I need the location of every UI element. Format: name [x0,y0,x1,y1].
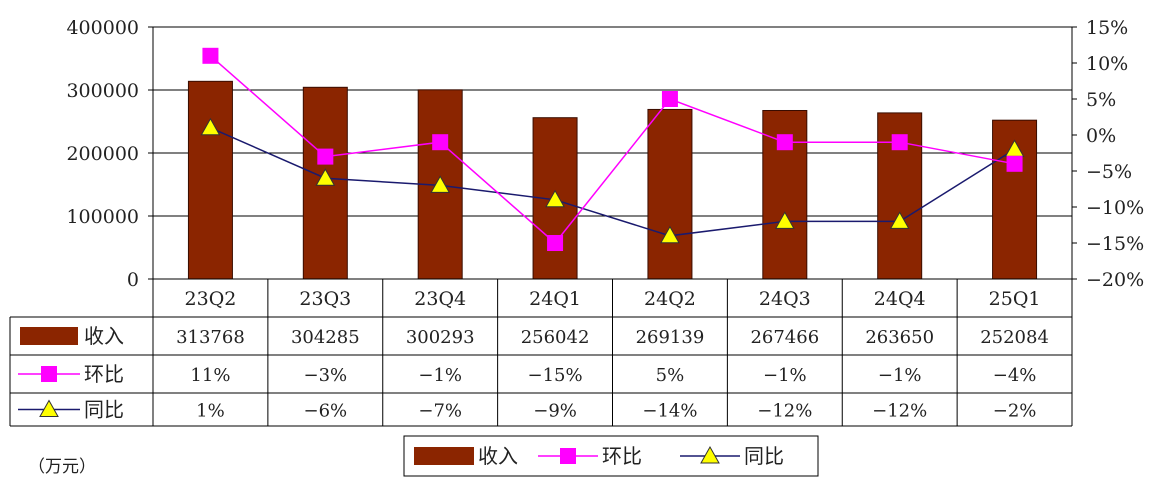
table-cell: 5% [656,365,685,386]
table-cell: 313768 [176,327,245,348]
right-tick-label: 15% [1086,17,1128,39]
table-cell: 267466 [750,327,819,348]
table-cell: 300293 [406,327,475,348]
table-cell: −14% [642,401,697,422]
right-tick-label: −15% [1086,233,1144,255]
data-table: 23Q2 23Q3 23Q4 24Q1 24Q2 24Q3 24Q4 25Q1 收入 313768… [9,278,1072,427]
legend-label: 环比 [602,444,642,468]
left-tick-label: 300000 [66,80,139,102]
row-label: 收入 [84,324,124,348]
table-cell: −2% [993,401,1037,422]
category-label: 24Q4 [874,288,926,310]
point-triangle [430,175,451,193]
line-series [200,47,1025,251]
point-triangle [889,211,910,229]
table-cell: −3% [303,365,347,386]
point-square [202,47,219,64]
table-cell: −6% [303,401,347,422]
point-square [432,134,449,151]
legend-label: 收入 [478,444,518,468]
row-key-bar [20,327,78,345]
axes: 0 100000 200000 300000 400000 −20% −15% −10% −5%… [66,17,1144,426]
category-label: 24Q2 [644,288,696,310]
table-cell: 269139 [636,327,705,348]
legend: 收入 环比 同比 [403,435,819,477]
row-label: 同比 [84,398,124,422]
left-tick-label: 200000 [66,143,139,165]
table-cell: −4% [993,365,1037,386]
table-cell: −15% [528,365,583,386]
right-tick-label: 10% [1086,53,1128,75]
bar [187,80,233,280]
unit-label: （万元） [28,457,96,477]
point-triangle [545,189,565,208]
category-label: 23Q4 [414,288,466,310]
table-cell: −1% [878,365,922,386]
legend-key-square [560,448,576,464]
point-triangle [200,117,221,136]
category-label: 25Q1 [989,288,1041,310]
bar-series [187,80,1038,280]
legend-key-triangle [700,445,720,464]
right-tick-label: −20% [1086,269,1144,291]
series-line [210,127,1015,237]
grid-lines [153,26,1072,217]
table-cell: 252084 [980,327,1049,348]
point-square [1006,155,1023,172]
point-triangle [660,225,680,244]
row-label: 环比 [84,362,124,386]
legend-key-bar [414,447,474,465]
left-tick-label: 0 [127,269,139,291]
row-key-triangle [39,399,59,417]
right-tick-label: 5% [1086,89,1116,111]
point-square [776,134,793,151]
table-cell: 263650 [865,327,934,348]
point-square [547,235,564,251]
table-cell: −12% [757,401,812,422]
series-line [209,55,1015,245]
legend-label: 同比 [744,444,784,468]
category-label: 24Q1 [529,288,581,310]
right-tick-label: 0% [1086,125,1116,147]
point-triangle [315,168,336,186]
point-square [661,91,678,107]
category-label: 23Q3 [299,288,351,310]
table-cell: 304285 [291,327,360,348]
left-tick-label: 400000 [66,17,139,39]
table-cell: −1% [418,365,462,386]
table-cell: 256042 [521,327,590,348]
table-cell: 1% [196,401,225,422]
right-tick-label: −10% [1086,197,1144,219]
point-triangle [774,211,795,229]
table-cell: −9% [533,401,577,422]
point-square [317,148,334,165]
category-label: 23Q2 [185,288,237,310]
right-tick-label: −5% [1086,161,1132,183]
bar [647,108,693,280]
row-key-square [41,366,57,382]
table-cell: 11% [190,365,230,386]
table-cell: −1% [763,365,807,386]
table-cell: −12% [872,401,927,422]
point-square [891,134,908,151]
left-tick-label: 100000 [66,206,139,228]
table-cell: −7% [418,401,462,422]
category-label: 24Q3 [759,288,811,310]
